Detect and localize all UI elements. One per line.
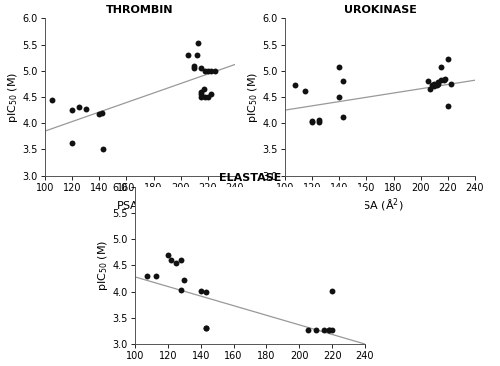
Point (434, 81, 442, 87)
Point (340, 114, 347, 120)
Point (202, 325, 209, 331)
Title: ELASTASE: ELASTASE (219, 173, 281, 183)
X-axis label: PSA (Å$^2$): PSA (Å$^2$) (356, 197, 404, 214)
Point (75, 105, 83, 111)
Point (336, 64, 344, 70)
Point (180, 277, 188, 283)
Point (441, 76, 449, 82)
Point (433, 82, 441, 88)
Point (206, 92, 214, 97)
Point (424, 78, 432, 84)
Point (302, 88, 310, 94)
X-axis label: PSA (Å$^2$): PSA (Å$^2$) (116, 197, 164, 214)
Point (167, 257, 175, 263)
Title: THROMBIN: THROMBIN (106, 5, 174, 15)
Point (177, 257, 185, 263)
Point (210, 68, 218, 74)
Point (96, 111, 104, 117)
Point (290, 82, 298, 88)
Point (98, 110, 106, 116)
Point (190, 63, 198, 68)
Point (308, 118, 316, 124)
Point (304, 327, 312, 333)
Point (328, 327, 336, 333)
Point (430, 83, 438, 89)
Point (328, 288, 336, 294)
Point (202, 325, 209, 331)
Point (440, 77, 448, 83)
Point (200, 86, 208, 92)
Point (206, 68, 214, 74)
Point (437, 77, 445, 83)
X-axis label: PSA (Å$^2$): PSA (Å$^2$) (226, 365, 274, 366)
Point (201, 94, 209, 100)
Point (201, 68, 209, 74)
Point (197, 89, 205, 95)
Point (152, 273, 160, 279)
Point (197, 65, 205, 71)
Point (320, 327, 328, 333)
Y-axis label: pIC$_{50}$ (M): pIC$_{50}$ (M) (96, 240, 110, 291)
Point (184, 52, 192, 58)
Point (204, 68, 212, 74)
Point (444, 56, 452, 62)
Point (336, 94, 344, 100)
Point (164, 252, 172, 258)
Point (428, 82, 436, 88)
Point (177, 287, 185, 293)
Point (430, 81, 438, 87)
Point (308, 119, 316, 125)
Point (426, 86, 434, 92)
Point (48, 97, 56, 102)
Point (202, 289, 209, 295)
Point (315, 119, 323, 125)
Point (312, 327, 320, 333)
Point (68, 107, 76, 113)
Point (100, 146, 108, 152)
Point (68, 140, 76, 146)
Point (190, 65, 198, 71)
Point (82, 106, 90, 112)
Point (194, 40, 202, 46)
Point (437, 64, 445, 70)
Point (197, 92, 205, 97)
Point (142, 273, 150, 279)
Point (325, 327, 333, 333)
Point (172, 260, 180, 266)
Title: UROKINASE: UROKINASE (344, 5, 416, 15)
Point (197, 94, 205, 100)
Point (204, 94, 212, 100)
Point (434, 79, 442, 85)
Y-axis label: pIC$_{50}$ (M): pIC$_{50}$ (M) (246, 71, 260, 123)
Point (446, 81, 454, 87)
Y-axis label: pIC$_{50}$ (M): pIC$_{50}$ (M) (6, 71, 20, 123)
Point (340, 78, 347, 84)
Point (315, 117, 323, 123)
Point (325, 327, 333, 333)
Point (444, 104, 452, 109)
Point (196, 288, 204, 294)
Point (193, 52, 201, 58)
